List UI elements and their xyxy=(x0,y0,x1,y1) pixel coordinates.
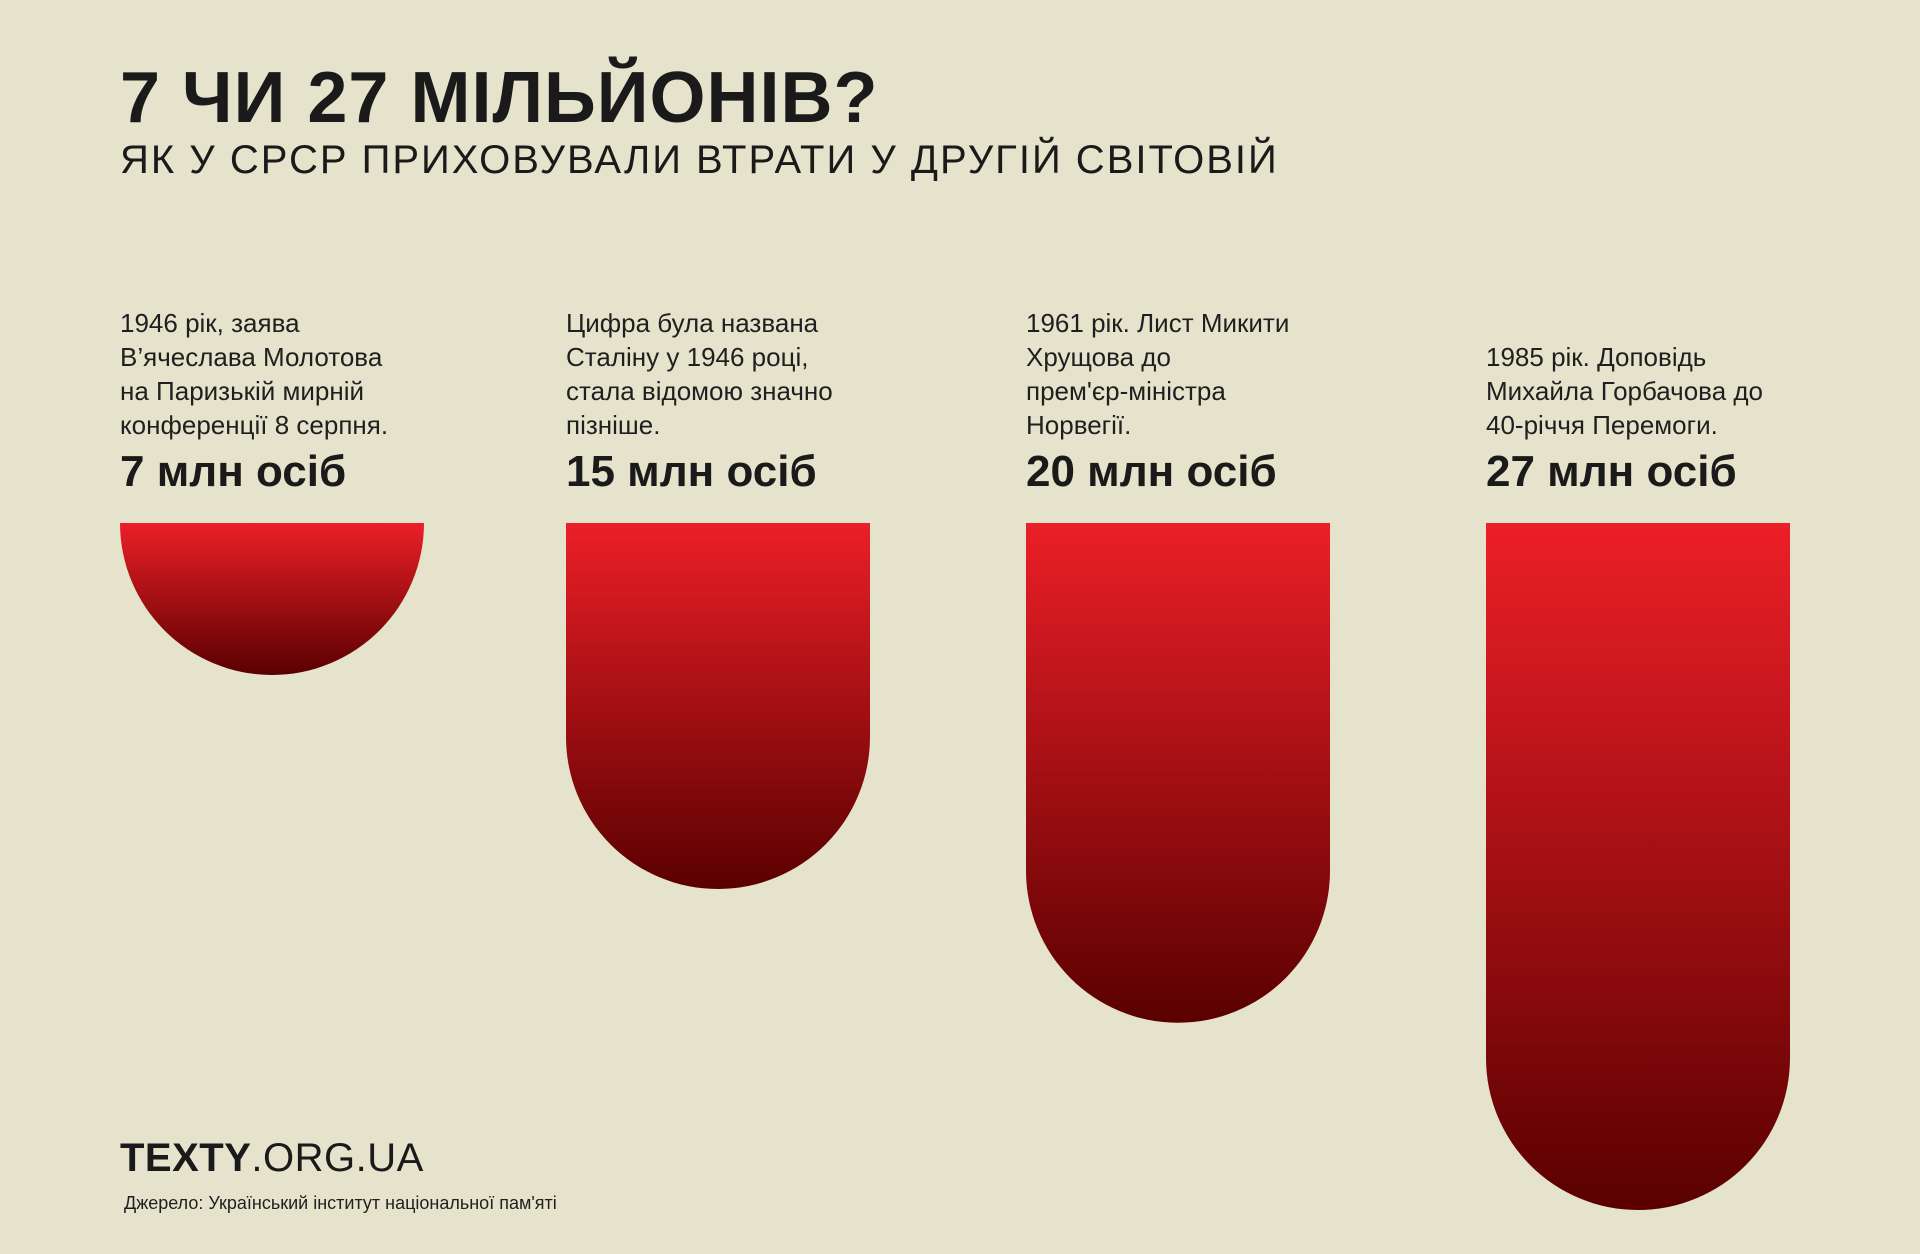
note-line: конференції 8 серпня. xyxy=(120,410,389,440)
value-label-15: 15 млн осіб xyxy=(566,447,817,496)
note-line: стала відомою значно xyxy=(566,376,833,406)
bar-7-mln xyxy=(120,523,424,675)
bar-20-mln xyxy=(1026,523,1330,1023)
brand-logo: TEXTY.ORG.UA xyxy=(120,1138,424,1178)
source-note: Джерело: Український інститут національн… xyxy=(124,1193,557,1213)
column-note-1985-gorbachev: 1985 рік. Доповідь Михайла Горбачова до … xyxy=(1486,340,1806,442)
value-label-27: 27 млн осіб xyxy=(1486,447,1737,496)
column-note-1946-stalin: Цифра була названа Сталіну у 1946 році, … xyxy=(566,306,886,442)
note-line: 1961 рік. Лист Микити xyxy=(1026,308,1290,338)
note-line: Михайла Горбачова до xyxy=(1486,376,1764,406)
brand-logo-bold: TEXTY xyxy=(120,1136,252,1180)
bar-15-mln xyxy=(566,523,870,889)
column-note-1961-khrushchev: 1961 рік. Лист Микити Хрущова до прем'єр… xyxy=(1026,306,1346,442)
column-note-1946-molotov: 1946 рік, заява В’ячеслава Молотова на П… xyxy=(120,306,440,442)
value-label-7: 7 млн осіб xyxy=(120,447,347,496)
bars-group xyxy=(120,523,1790,1210)
note-line: Норвегії. xyxy=(1026,410,1132,440)
note-line: на Паризькій мирній xyxy=(120,376,365,406)
note-line: Хрущова до xyxy=(1026,342,1171,372)
note-line: пізніше. xyxy=(566,410,661,440)
note-line: прем'єр-міністра xyxy=(1026,376,1226,406)
page-title: 7 ЧИ 27 МІЛЬЙОНІВ? xyxy=(120,58,879,138)
note-line: В’ячеслава Молотова xyxy=(120,342,383,372)
note-line: Цифра була названа xyxy=(566,308,819,338)
brand-logo-domain: .ORG.UA xyxy=(251,1136,424,1180)
page-subtitle: ЯК У СРСР ПРИХОВУВАЛИ ВТРАТИ У ДРУГІЙ СВ… xyxy=(120,138,1279,182)
note-line: Сталіну у 1946 році, xyxy=(566,342,809,372)
value-label-20: 20 млн осіб xyxy=(1026,447,1277,496)
bar-27-mln xyxy=(1486,523,1790,1210)
note-line: 1985 рік. Доповідь xyxy=(1486,342,1707,372)
note-line: 1946 рік, заява xyxy=(120,308,300,338)
note-line: 40-річчя Перемоги. xyxy=(1486,410,1718,440)
